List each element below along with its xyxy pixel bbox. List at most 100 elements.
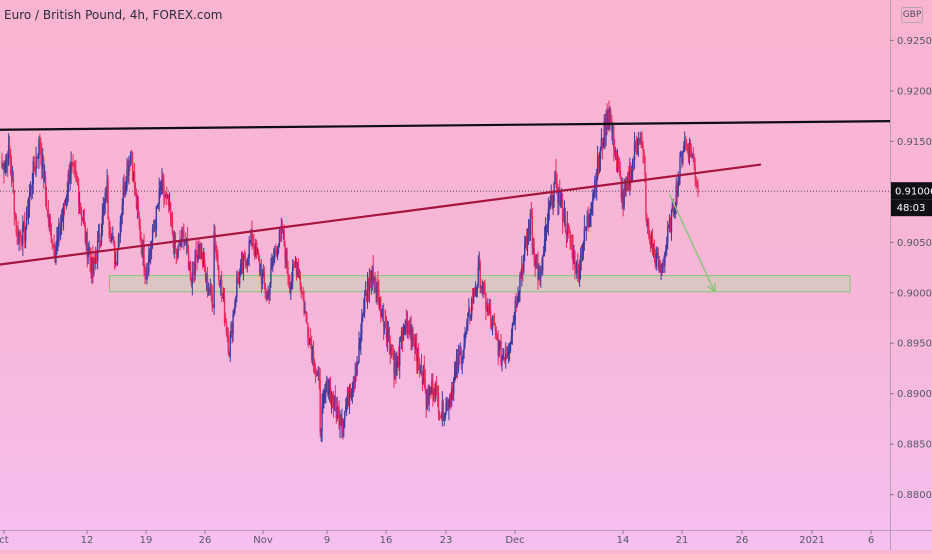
candle-body [410, 326, 412, 341]
candle-body [279, 230, 282, 232]
resistance-line[interactable] [0, 120, 891, 131]
candle-body [196, 255, 198, 262]
candle [287, 260, 289, 286]
candle-body [653, 247, 656, 255]
candle-body [625, 180, 627, 192]
candle-body [493, 324, 496, 326]
candle [571, 234, 573, 259]
candle [335, 397, 337, 424]
candle [336, 396, 338, 422]
candle [313, 358, 316, 375]
candle [322, 390, 324, 414]
price-axis[interactable]: 0.925000.920000.915000.910000.905000.900… [890, 36, 932, 501]
candle [77, 175, 79, 186]
projection-arrow[interactable] [668, 193, 716, 293]
candle-body [86, 231, 88, 258]
candle-body [118, 236, 121, 238]
candle-body [182, 230, 184, 232]
candle-body [651, 237, 654, 254]
candle-body [238, 280, 240, 284]
candle [536, 254, 538, 269]
candle-body [40, 144, 42, 154]
candle-body [47, 209, 50, 220]
candle-body [411, 329, 413, 341]
candle-body [559, 200, 562, 206]
candle-body [389, 342, 391, 354]
candle-body [575, 268, 577, 274]
candle-body [283, 230, 285, 247]
candle-body [56, 239, 58, 250]
candle-body [352, 381, 355, 389]
candle [467, 312, 469, 331]
candle-body [189, 262, 192, 280]
candle-body [331, 393, 334, 403]
candle [431, 373, 433, 395]
candle-body [318, 373, 320, 381]
time-axis[interactable]: ct 12 19 26 Nov 9 16 23 Dec 14 21 26 2021 6 [0, 530, 874, 546]
candle-body [367, 281, 370, 291]
candle [575, 262, 577, 274]
candle-body [218, 266, 220, 281]
candle-body [556, 174, 558, 195]
candle [185, 232, 187, 246]
candle-body [333, 395, 336, 408]
candle [384, 309, 387, 329]
candle-body [385, 328, 388, 338]
candle [221, 292, 224, 299]
candle-body [466, 322, 468, 332]
currency-button[interactable]: GBP [901, 7, 923, 23]
candle-body [685, 142, 688, 146]
candle-body [543, 239, 546, 251]
candle [10, 155, 13, 187]
candle [136, 194, 139, 219]
candle-body [208, 291, 211, 293]
rising-trendline[interactable] [0, 163, 762, 266]
time-tick-label: 16 [380, 535, 393, 546]
candle [251, 220, 253, 250]
candle [15, 213, 17, 237]
candle [587, 206, 589, 232]
candle-body [42, 158, 44, 169]
projection-arrow-head [707, 282, 716, 294]
candle-body [324, 393, 326, 397]
candle-body [459, 351, 462, 356]
candle-body [296, 263, 299, 275]
candle [379, 297, 381, 312]
candle-body [678, 177, 680, 180]
candle [224, 312, 227, 324]
candle [508, 342, 511, 362]
candle [441, 390, 444, 427]
candle-body [560, 198, 563, 201]
candle-body [235, 296, 237, 303]
candle-body [202, 258, 205, 267]
candle [446, 397, 448, 412]
candle [39, 133, 41, 156]
candle-body [37, 157, 39, 159]
candle [44, 171, 47, 207]
candle [356, 355, 358, 377]
candle-body [548, 206, 551, 209]
candle [227, 327, 230, 355]
candle [109, 221, 111, 243]
candle-body [247, 257, 249, 260]
time-tick-label: 9 [324, 535, 330, 546]
candle [554, 170, 556, 185]
candle [382, 303, 385, 341]
candle [463, 333, 465, 359]
candle-body [103, 203, 105, 209]
candle-body [169, 202, 172, 217]
candle [30, 185, 33, 201]
candle [41, 142, 43, 180]
candle [346, 386, 349, 410]
candle [193, 262, 195, 284]
candle-body [455, 358, 458, 368]
candle [260, 258, 263, 294]
candle-body [18, 234, 20, 245]
candle [619, 161, 622, 180]
candle [42, 155, 45, 189]
candle [466, 318, 468, 335]
candle-body [565, 231, 568, 236]
candle [670, 208, 673, 241]
